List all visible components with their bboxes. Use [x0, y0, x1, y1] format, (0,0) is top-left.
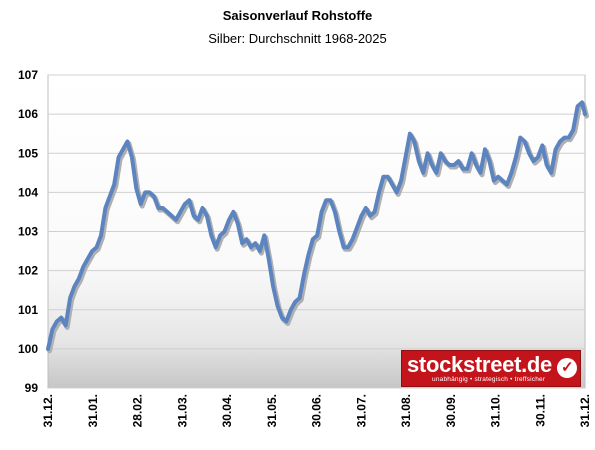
x-tick-label: 28.02.: [131, 394, 145, 427]
x-tick-label: 31.10.: [489, 394, 503, 427]
x-tick-label: 31.08.: [399, 394, 413, 427]
y-tick-label: 104: [18, 185, 38, 199]
x-tick-label: 31.12.: [41, 394, 55, 427]
logo-text: stockstreet.de: [407, 352, 552, 377]
x-tick-label: 31.05.: [265, 394, 279, 427]
chart-subtitle: Silber: Durchschnitt 1968-2025: [208, 31, 387, 46]
x-tick-label: 30.04.: [220, 394, 234, 427]
x-tick-label: 30.09.: [444, 394, 458, 427]
y-tick-label: 99: [25, 381, 39, 395]
x-tick-label: 30.06.: [310, 394, 324, 427]
x-tick-label: 31.07.: [354, 394, 368, 427]
y-tick-label: 107: [18, 68, 38, 82]
y-tick-label: 105: [18, 146, 38, 160]
y-axis-ticks: 99 100 101 102 103 104 105 106 107: [18, 68, 38, 395]
y-tick-label: 101: [18, 303, 38, 317]
series-line: [46, 100, 587, 351]
logo-tagline: unabhängig • strategisch • treffsicher: [432, 376, 546, 383]
y-tick-label: 102: [18, 264, 38, 278]
y-tick-label: 103: [18, 225, 38, 239]
check-icon: ✓: [557, 358, 577, 378]
x-axis-ticks: 31.12. 31.01. 28.02. 31.03. 30.04. 31.05. 30.0…: [41, 394, 592, 427]
y-tick-label: 100: [18, 342, 38, 356]
x-tick-label: 30.11.: [533, 394, 547, 427]
x-tick-label: 31.01.: [86, 394, 100, 427]
x-tick-label: 31.12.: [578, 394, 592, 427]
chart-title: Saisonverlauf Rohstoffe: [222, 8, 373, 23]
stockstreet-logo: stockstreet.de unabhängig • strategisch …: [401, 350, 581, 387]
x-tick-label: 31.03.: [175, 394, 189, 427]
y-tick-label: 106: [18, 107, 38, 121]
